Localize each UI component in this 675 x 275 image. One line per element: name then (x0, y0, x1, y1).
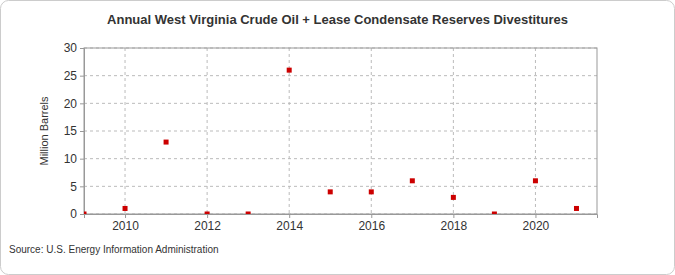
point (205, 212, 210, 215)
tick-mark (453, 214, 454, 218)
point (574, 206, 579, 211)
tick-mark (80, 76, 84, 77)
tick-mark (80, 103, 84, 104)
tick: 2020 (523, 214, 550, 233)
tick: 2018 (441, 214, 468, 233)
tick: 15 (64, 124, 84, 138)
tick: 2016 (358, 214, 385, 233)
tick-label: 20 (64, 97, 78, 111)
point (246, 212, 251, 215)
tick: 20 (64, 97, 84, 111)
point (410, 178, 415, 183)
point (84, 212, 87, 215)
y-axis-title: Million Barrels (38, 96, 50, 166)
tick-label: 25 (64, 69, 78, 83)
tick-label: 30 (64, 41, 78, 55)
grid-line (84, 186, 597, 187)
tick: 2014 (276, 214, 303, 233)
axis-line (85, 215, 598, 219)
point (369, 189, 374, 194)
axis-line (80, 49, 85, 215)
tick-label: 2012 (194, 219, 221, 233)
tick-mark (289, 214, 290, 218)
grid-line (84, 103, 597, 104)
tick: 5 (70, 180, 84, 194)
grid-line (84, 131, 597, 132)
chart: 2010 2012 2014 2016 2018 2020 0 5 10 15 20 25 30 Annu… (0, 0, 675, 275)
grid-line (289, 48, 290, 214)
source: Source: U.S. Energy Information Administ… (9, 244, 219, 255)
tick-label: 5 (70, 180, 77, 194)
point (533, 178, 538, 183)
grid (84, 48, 597, 214)
point (492, 212, 497, 215)
grid-line (535, 48, 536, 214)
grid-line (84, 158, 597, 159)
point (123, 206, 128, 211)
tick-mark (535, 214, 536, 218)
background (1, 1, 675, 275)
plot: 2010 2012 2014 2016 2018 2020 0 5 10 15 20 25 30 (64, 41, 598, 232)
grid-line (84, 75, 597, 76)
tick: 10 (64, 152, 84, 166)
tick: 30 (64, 41, 84, 55)
point (328, 189, 333, 194)
point (451, 195, 456, 200)
title: Annual West Virginia Crude Oil + Lease C… (107, 12, 568, 27)
tick-label: 2010 (112, 219, 139, 233)
tick-label: 0 (70, 207, 77, 221)
y-axis: 0 5 10 15 20 25 30 (64, 41, 85, 221)
plot-frame (84, 48, 597, 214)
grid-line (207, 48, 208, 214)
tick-label: 10 (64, 152, 78, 166)
tick-mark (80, 159, 84, 160)
tick-label: 2016 (358, 219, 385, 233)
tick-mark (125, 214, 126, 218)
points (84, 68, 579, 214)
tick-label: 2014 (276, 219, 303, 233)
grid-line (453, 48, 454, 214)
point (164, 140, 169, 145)
tick-label: 2018 (441, 219, 468, 233)
tick: 2012 (194, 214, 221, 233)
tick-label: 2020 (523, 219, 550, 233)
grid-line (371, 48, 372, 214)
tick-label: 15 (64, 124, 78, 138)
tick-mark (80, 186, 84, 187)
grid-line (125, 48, 126, 214)
x-axis: 2010 2012 2014 2016 2018 2020 (85, 214, 598, 233)
tick-mark (371, 214, 372, 218)
point (287, 68, 292, 73)
tick: 2010 (112, 214, 139, 233)
tick: 25 (64, 69, 84, 83)
tick-mark (207, 214, 208, 218)
tick-mark (80, 131, 84, 132)
tick-mark (80, 48, 84, 49)
tick-mark (80, 214, 84, 215)
tick: 0 (70, 207, 84, 221)
